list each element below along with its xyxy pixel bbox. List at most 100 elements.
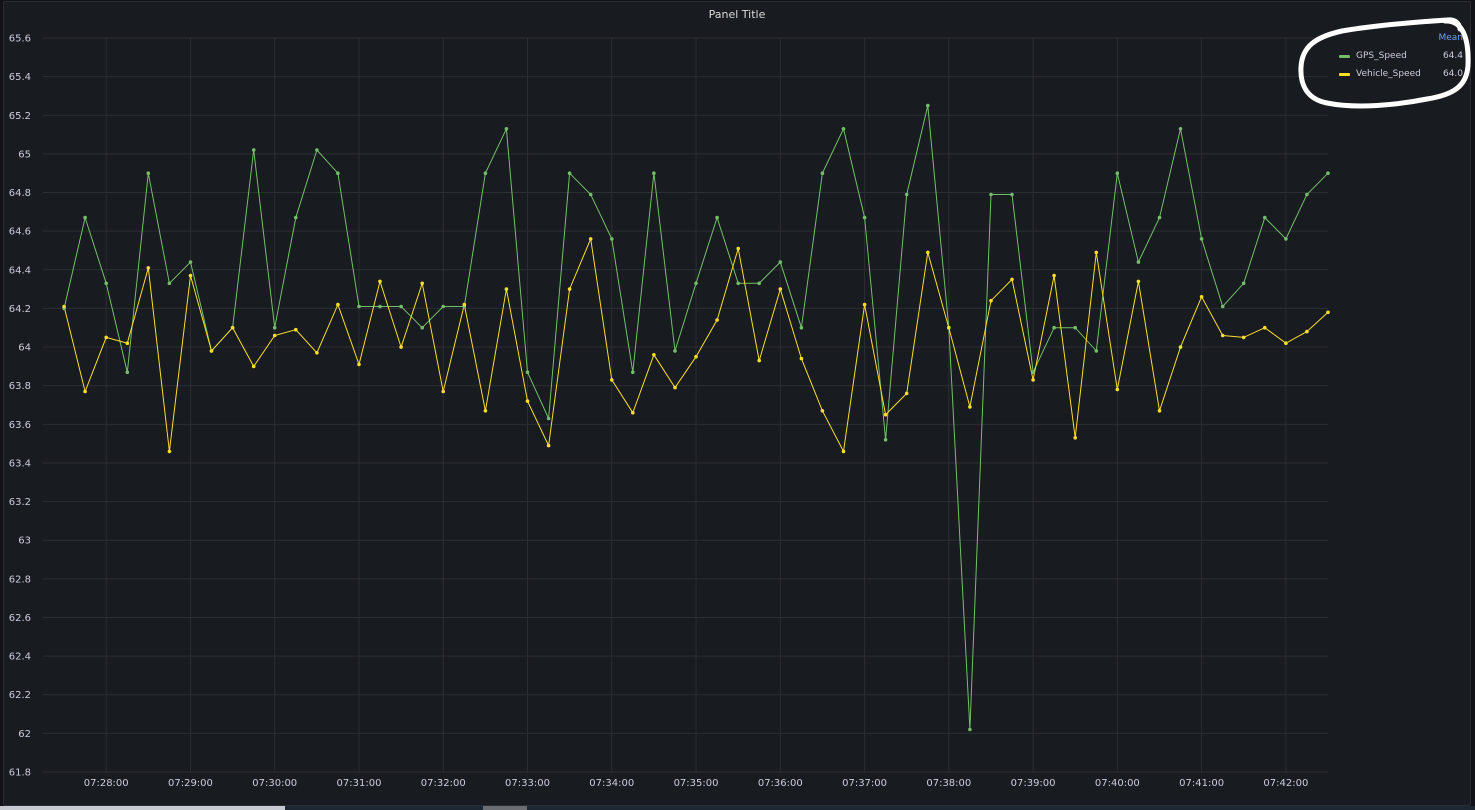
data-point-vehicle-speed[interactable] [378,279,382,284]
data-point-vehicle-speed[interactable] [757,358,761,363]
data-point-vehicle-speed[interactable] [188,273,193,278]
data-point-gps-speed[interactable] [1284,237,1288,241]
data-point-gps-speed[interactable] [441,304,446,309]
data-point-vehicle-speed[interactable] [652,353,656,357]
data-point-gps-speed[interactable] [378,304,382,309]
data-point-vehicle-speed[interactable] [968,405,972,409]
data-point-gps-speed[interactable] [904,192,909,197]
data-point-vehicle-speed[interactable] [1052,273,1056,278]
data-point-vehicle-speed[interactable] [504,287,509,291]
data-point-gps-speed[interactable] [862,215,867,220]
legend-header-mean[interactable]: Mean [1438,33,1463,43]
data-point-vehicle-speed[interactable] [904,391,909,396]
data-point-vehicle-speed[interactable] [83,389,87,394]
data-point-vehicle-speed[interactable] [1241,335,1246,340]
legend-item-vehicle-speed[interactable]: Vehicle_Speed 64.0 [1333,65,1463,83]
data-point-vehicle-speed[interactable] [1284,341,1288,346]
data-point-gps-speed[interactable] [1073,325,1077,330]
data-point-gps-speed[interactable] [1263,215,1267,220]
data-point-gps-speed[interactable] [504,127,509,131]
data-point-vehicle-speed[interactable] [1073,436,1077,440]
data-point-vehicle-speed[interactable] [799,356,804,361]
data-point-vehicle-speed[interactable] [1199,295,1204,299]
data-point-vehicle-speed[interactable] [715,318,719,322]
data-point-vehicle-speed[interactable] [947,325,951,330]
data-point-gps-speed[interactable] [778,260,783,264]
data-point-vehicle-speed[interactable] [694,354,698,359]
data-point-gps-speed[interactable] [315,148,319,152]
data-point-vehicle-speed[interactable] [441,389,446,394]
data-point-gps-speed[interactable] [820,171,825,175]
data-point-vehicle-speed[interactable] [1136,279,1141,284]
data-point-gps-speed[interactable] [1010,192,1014,197]
data-point-gps-speed[interactable] [1220,304,1225,309]
data-point-gps-speed[interactable] [567,171,572,175]
data-point-gps-speed[interactable] [1199,237,1204,241]
data-point-vehicle-speed[interactable] [989,298,993,303]
data-point-vehicle-speed[interactable] [230,325,235,330]
data-point-gps-speed[interactable] [631,370,635,375]
data-point-gps-speed[interactable] [1178,127,1183,131]
data-point-gps-speed[interactable] [968,727,972,732]
data-point-gps-speed[interactable] [483,171,488,175]
data-point-gps-speed[interactable] [610,237,614,241]
data-point-vehicle-speed[interactable] [125,341,130,346]
data-point-gps-speed[interactable] [673,349,677,353]
data-point-vehicle-speed[interactable] [546,443,551,448]
data-point-vehicle-speed[interactable] [1115,387,1120,392]
data-point-vehicle-speed[interactable] [1263,325,1267,330]
data-point-vehicle-speed[interactable] [294,327,298,332]
data-point-vehicle-speed[interactable] [462,302,467,307]
data-point-vehicle-speed[interactable] [420,281,425,286]
data-point-gps-speed[interactable] [883,438,888,442]
data-point-gps-speed[interactable] [1241,281,1246,286]
data-point-gps-speed[interactable] [525,370,530,375]
data-point-gps-speed[interactable] [420,325,425,330]
data-point-vehicle-speed[interactable] [926,250,930,255]
data-point-gps-speed[interactable] [83,215,87,220]
data-point-vehicle-speed[interactable] [841,449,846,454]
data-point-vehicle-speed[interactable] [862,302,867,307]
data-point-gps-speed[interactable] [652,171,656,175]
data-point-gps-speed[interactable] [251,148,256,152]
data-point-gps-speed[interactable] [715,215,719,220]
data-point-vehicle-speed[interactable] [62,304,66,309]
panel-title[interactable]: Panel Title [708,8,766,21]
data-point-vehicle-speed[interactable] [1220,333,1225,338]
data-point-vehicle-speed[interactable] [146,266,151,270]
data-point-gps-speed[interactable] [336,171,340,175]
data-point-vehicle-speed[interactable] [1094,250,1099,255]
data-point-gps-speed[interactable] [546,416,551,421]
data-point-gps-speed[interactable] [799,325,804,330]
data-point-gps-speed[interactable] [989,192,993,197]
data-point-gps-speed[interactable] [1115,171,1120,175]
data-point-vehicle-speed[interactable] [1157,409,1162,413]
data-point-vehicle-speed[interactable] [525,399,530,403]
data-point-vehicle-speed[interactable] [272,333,277,338]
data-point-gps-speed[interactable] [272,325,277,330]
data-point-gps-speed[interactable] [294,215,298,220]
data-point-vehicle-speed[interactable] [778,287,783,291]
data-point-vehicle-speed[interactable] [588,237,593,241]
data-point-vehicle-speed[interactable] [1031,378,1035,382]
data-point-vehicle-speed[interactable] [610,378,614,382]
data-point-vehicle-speed[interactable] [1010,277,1014,282]
data-point-gps-speed[interactable] [841,127,846,131]
data-point-gps-speed[interactable] [1326,171,1330,175]
data-point-vehicle-speed[interactable] [1305,329,1309,334]
data-point-vehicle-speed[interactable] [357,362,361,367]
data-point-gps-speed[interactable] [1052,325,1056,330]
data-point-vehicle-speed[interactable] [315,351,319,355]
data-point-gps-speed[interactable] [926,103,930,108]
data-point-vehicle-speed[interactable] [1178,345,1183,349]
data-point-vehicle-speed[interactable] [336,302,340,307]
data-point-gps-speed[interactable] [1094,349,1099,353]
data-point-gps-speed[interactable] [1136,260,1141,264]
data-point-vehicle-speed[interactable] [209,349,214,353]
data-point-gps-speed[interactable] [736,281,740,286]
data-point-gps-speed[interactable] [167,281,172,286]
data-point-gps-speed[interactable] [125,370,130,375]
data-point-gps-speed[interactable] [694,281,698,286]
data-point-gps-speed[interactable] [757,281,761,286]
